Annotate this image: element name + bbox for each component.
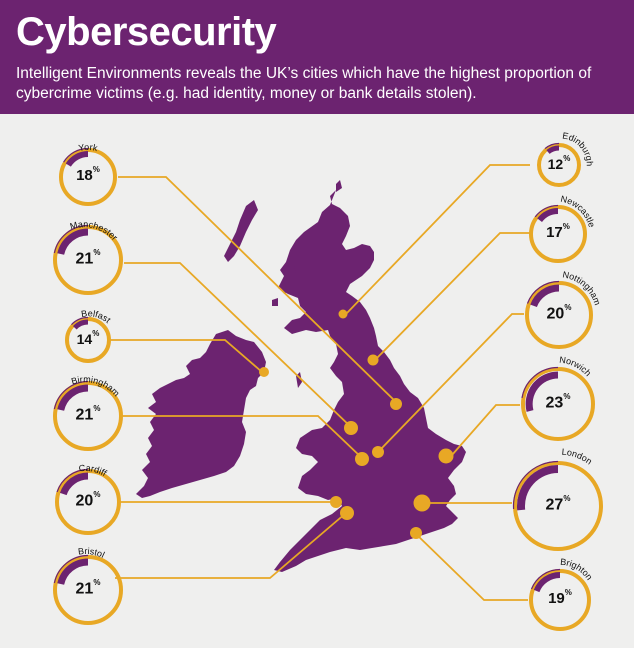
value-number: 21 [75,406,94,424]
city-value: 21% [52,248,124,268]
page-subtitle: Intelligent Environments reveals the UK’… [16,65,592,102]
connector-lines [110,164,530,601]
value-number: 20 [75,492,94,510]
value-number: 12 [547,156,564,172]
city-value: 20% [524,303,594,323]
city-cardiff: Cardiff 20% [54,463,122,536]
value-unit: % [92,165,100,174]
city-birmingham: Birmingham 21% [52,374,124,452]
value-unit: % [93,248,101,257]
city-norwich: Norwich 23% [520,355,596,442]
header-banner: Cybersecurity Intelligent Environments r… [0,0,634,114]
value-unit: % [564,588,572,597]
city-value: 21% [52,404,124,424]
value-unit: % [564,303,572,312]
great-britain-shape [274,190,466,572]
city-value: 14% [64,329,112,347]
city-label: York [78,142,99,153]
hebrides-shape [224,200,258,262]
value-unit: % [563,154,571,164]
value-number: 27 [545,496,564,514]
city-value: 18% [58,165,118,184]
value-number: 14 [76,331,93,347]
value-unit: % [92,329,100,339]
value-number: 18 [76,167,93,184]
value-number: 20 [546,305,565,323]
city-value: 21% [52,578,124,598]
value-unit: % [562,222,570,231]
value-number: 21 [75,250,94,268]
value-unit: % [563,392,571,401]
city-value: 17% [528,222,588,241]
city-york: York 18% [58,142,118,207]
ireland-shape [136,330,266,498]
city-value: 19% [528,588,592,607]
city-edinburgh: Edinburgh 12% [536,130,595,188]
city-belfast: Belfast 14% [64,308,113,364]
city-dots [259,309,454,539]
city-manchester: Manchester 21% [52,219,124,296]
city-london: London 27% [512,447,604,552]
page-title: Cybersecurity [16,10,277,54]
value-unit: % [93,404,101,413]
value-unit: % [563,494,571,503]
value-unit: % [93,490,101,499]
city-newcastle: Newcastle 17% [528,194,597,264]
city-brighton: Brighton 19% [528,557,595,632]
value-number: 17 [546,224,563,241]
city-nottingham: Nottingham 20% [524,269,603,350]
city-value: 20% [54,490,122,510]
city-value: 27% [512,494,604,514]
value-number: 23 [545,394,564,412]
svg-text:York: York [78,142,99,153]
value-unit: % [93,578,101,587]
city-value: 23% [520,392,596,412]
value-number: 21 [75,580,94,598]
city-bristol: Bristol 21% [52,546,124,626]
city-value: 12% [536,154,582,172]
islands-shape [272,180,342,306]
value-number: 19 [548,590,565,607]
